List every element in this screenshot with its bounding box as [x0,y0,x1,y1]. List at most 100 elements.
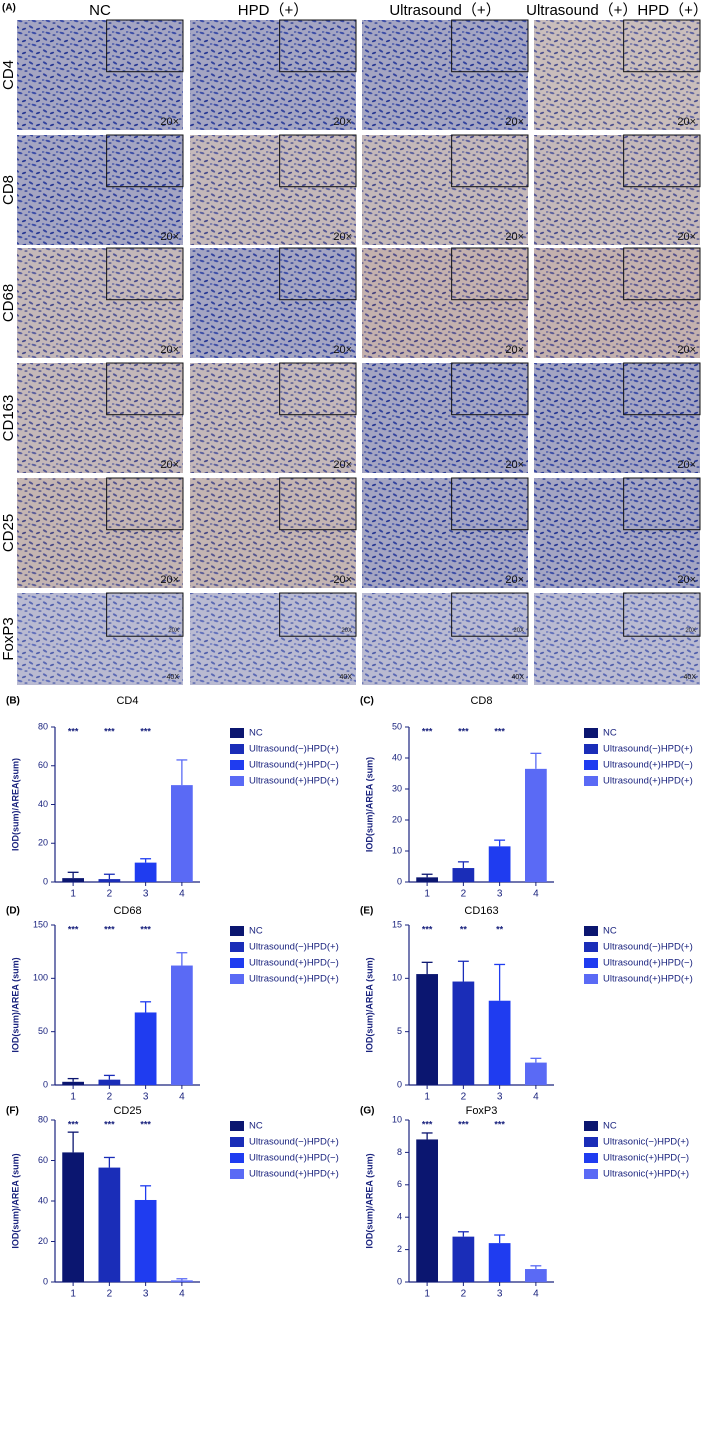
inset-frame [451,477,529,531]
y-tick-label: 20 [392,814,402,824]
y-axis-label: IOD(sum)/AREA (sum) [10,1153,20,1248]
significance: *** [494,1119,505,1129]
inset-frame [451,19,529,73]
legend-label: Ultrasound(+)HPD(−) [249,958,339,969]
bar [62,1152,84,1282]
bar [452,868,475,882]
x-tick-label: 4 [179,1092,185,1103]
bar [134,862,157,882]
x-tick-label: 2 [461,1289,467,1300]
micrograph [534,20,700,130]
bar [171,965,193,1085]
micrograph [17,135,183,245]
significance: *** [458,726,469,736]
legend-label: Ultrasonic(−)HPD(+) [603,1137,689,1148]
legend-swatch [584,1169,598,1179]
y-tick-label: 0 [43,1276,48,1286]
significance: *** [140,726,151,736]
inset-label: 20X [168,628,179,634]
x-tick-label: 3 [497,1289,503,1300]
inset-label: 20X [685,628,696,634]
inset-frame [451,247,529,301]
stain-tint [190,478,356,588]
inset-frame [106,19,184,73]
bar [416,1139,438,1282]
micrograph [190,363,356,473]
significance: *** [494,726,505,736]
column-header: HPD（+） [238,2,308,19]
x-tick-label: 1 [70,1289,76,1300]
legend-label: Ultrasound(−)HPD(+) [249,1137,339,1148]
bar [62,878,84,882]
bar [488,1000,511,1085]
magnification: 20× [333,344,352,356]
chart-title: CD163 [464,905,498,917]
inset-frame [623,134,701,188]
y-tick-label: 30 [392,783,402,793]
y-tick-label: 50 [38,1026,48,1036]
y-tick-label: 4 [397,1212,402,1222]
legend-swatch [230,1169,244,1179]
row-label: CD25 [0,514,17,552]
chart-title: CD8 [470,695,492,707]
legend-label: Ultrasonic(+)HPD(−) [603,1153,689,1164]
legend-label: Ultrasound(+)HPD(−) [603,958,693,969]
legend-swatch [584,1121,598,1131]
y-axis-label: IOD(sum)/AREA (sum) [10,957,20,1052]
significance: *** [104,726,115,736]
column-header: NC [89,2,111,19]
legend-swatch [230,776,244,786]
y-tick-label: 0 [43,1079,48,1089]
legend-swatch [584,1153,598,1163]
micrograph [17,248,183,358]
magnification: 20× [160,574,179,586]
significance: *** [104,924,115,934]
x-tick-label: 1 [424,1289,430,1300]
micrograph [362,363,528,473]
legend-label: Ultrasound(+)HPD(+) [249,1169,339,1180]
legend-swatch [230,974,244,984]
panel-label: (D) [6,906,20,917]
inset-frame [106,247,184,301]
inset-frame [279,592,357,637]
significance: ** [460,924,468,934]
stain-tint [534,478,700,588]
inset-frame [623,477,701,531]
micrograph [362,478,528,588]
y-tick-label: 80 [38,1114,48,1124]
inset-frame [106,134,184,188]
column-header: Ultrasound（+） [389,2,500,19]
panel-label: (F) [6,1106,19,1117]
legend-label: NC [249,1121,263,1132]
y-tick-label: 20 [38,838,48,848]
x-tick-label: 2 [461,889,467,900]
y-axis-label: IOD(sum)/AREA (sum) [364,957,374,1052]
row-label: CD163 [0,395,17,442]
legend-swatch [230,926,244,936]
inset-label: 20X [341,628,352,634]
y-tick-label: 50 [392,721,402,731]
inset-frame [451,592,529,637]
x-tick-label: 1 [424,889,430,900]
legend-swatch [230,760,244,770]
column-header: Ultrasound（+）HPD（+） [526,2,708,19]
legend-label: Ultrasound(+)HPD(−) [249,1153,339,1164]
bar [452,1236,475,1282]
legend-swatch [584,760,598,770]
significance: *** [140,924,151,934]
micrograph [17,593,183,685]
legend-swatch [230,1137,244,1147]
legend-swatch [584,926,598,936]
magnification: 20× [160,231,179,243]
panel-label: (B) [6,696,20,707]
legend-swatch [230,744,244,754]
inset-frame [451,362,529,416]
legend-label: Ultrasound(+)HPD(+) [603,974,693,985]
magnification: 40X [684,674,697,681]
magnification: 40X [340,674,353,681]
inset-frame [279,247,357,301]
significance: *** [68,1119,79,1129]
micrograph [534,478,700,588]
y-axis-label: IOD(sum)/AREA (sum) [364,757,374,852]
x-tick-label: 4 [533,1289,539,1300]
